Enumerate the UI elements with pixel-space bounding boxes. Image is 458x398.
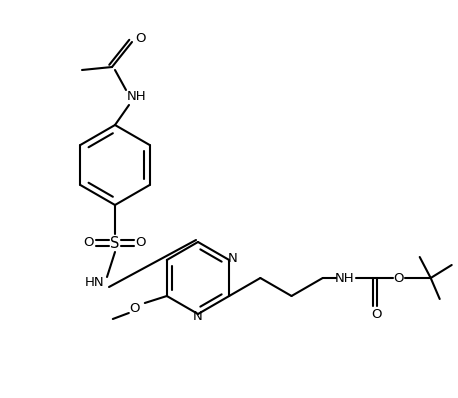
Text: O: O: [84, 236, 94, 250]
Text: N: N: [193, 310, 203, 324]
Text: O: O: [136, 236, 146, 250]
Text: O: O: [393, 271, 404, 285]
Text: O: O: [135, 33, 145, 45]
Text: HN: HN: [85, 277, 105, 289]
Text: NH: NH: [127, 90, 147, 103]
Text: S: S: [110, 236, 120, 250]
Text: O: O: [130, 302, 140, 314]
Text: O: O: [371, 308, 382, 322]
Text: NH: NH: [335, 271, 354, 285]
Text: N: N: [227, 252, 237, 265]
